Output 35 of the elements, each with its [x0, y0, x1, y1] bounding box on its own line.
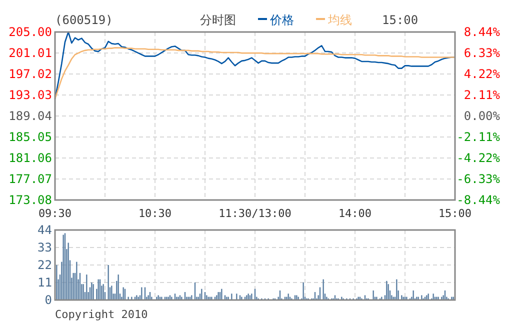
y2-tick-label: 2.11%	[464, 88, 501, 102]
y-tick-label: 197.02	[8, 67, 52, 81]
y-tick-label: 181.06	[8, 151, 52, 165]
y-tick-label: 177.07	[8, 172, 52, 186]
x-tick-label: 15:00	[438, 207, 472, 220]
x-tick-label: 09:30	[38, 207, 72, 220]
y-tick-label: 189.04	[8, 109, 52, 123]
y-tick-label: 22	[38, 258, 52, 272]
y2-tick-label: -4.22%	[456, 151, 501, 165]
y2-tick-label: -2.11%	[456, 130, 501, 144]
y-tick-label: 33	[38, 240, 52, 254]
y2-tick-label: 4.22%	[464, 67, 501, 81]
x-tick-label: 10:30	[138, 207, 172, 220]
text: Copyright 2010	[55, 308, 148, 321]
y2-tick-label: 6.33%	[464, 46, 501, 60]
y-tick-label: 44	[38, 223, 52, 237]
y-tick-label: 0	[44, 293, 52, 307]
y2-tick-label: -8.44%	[456, 193, 501, 207]
text: (600519)	[55, 13, 113, 27]
legend-label: 均线	[327, 13, 352, 27]
y-tick-label: 193.03	[8, 88, 52, 102]
x-tick-label: 11:30/13:00	[218, 207, 292, 220]
y-tick-label: 173.08	[8, 193, 52, 207]
y-tick-label: 205.00	[8, 25, 52, 39]
y-tick-label: 201.01	[8, 46, 52, 60]
line-series	[54, 47, 456, 100]
chart-title: 分时图	[200, 13, 236, 27]
y-tick-label: 11	[38, 276, 52, 290]
y2-tick-label: -6.33%	[456, 172, 501, 186]
y2-tick-label: 0.00%	[464, 109, 501, 123]
legend-label: 价格	[269, 13, 294, 27]
text: 15:00	[382, 13, 418, 27]
x-tick-label: 14:00	[338, 207, 372, 220]
y-tick-label: 185.05	[8, 130, 52, 144]
y2-tick-label: 8.44%	[464, 25, 501, 39]
